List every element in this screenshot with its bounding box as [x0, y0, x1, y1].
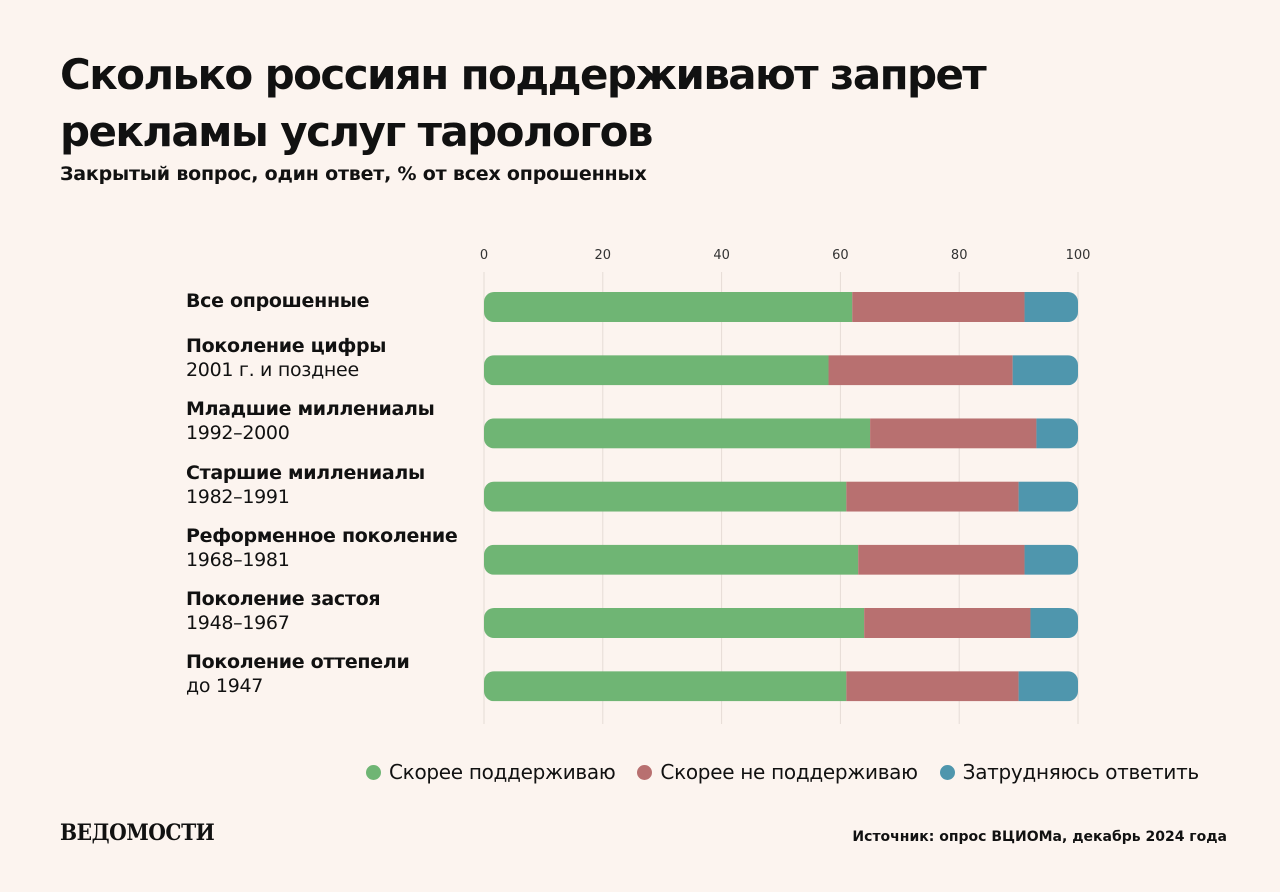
- bar-segment-hard-to-say: [1018, 481, 1078, 512]
- row-label: Все опрошенные: [186, 289, 476, 313]
- chart-subtitle: Закрытый вопрос, один ответ, % от всех о…: [60, 163, 647, 185]
- source-note: Источник: опрос ВЦИОМа, декабрь 2024 год…: [852, 829, 1227, 845]
- legend-dot-icon: [637, 764, 653, 780]
- x-tick-label: 100: [1066, 248, 1091, 263]
- row-label-sub: 1982–1991: [186, 485, 290, 508]
- bar-segment-not-support: [852, 292, 1025, 322]
- bar-segment-hard-to-say: [1018, 671, 1078, 702]
- bar-segment-support: [484, 355, 829, 386]
- bar-segment-support: [484, 292, 853, 322]
- row-label-main: Младшие миллениалы: [186, 398, 435, 421]
- chart-legend: Скорее поддерживаю Скорее не поддерживаю З…: [366, 760, 1199, 784]
- bar-segment-support: [484, 544, 859, 575]
- x-tick-label: 40: [713, 248, 730, 263]
- bar-row: [484, 608, 1078, 638]
- row-label-sub: до 1947: [186, 675, 264, 698]
- bar-segment-support: [484, 671, 847, 702]
- legend-item-hard-to-say: Затрудняюсь ответить: [939, 760, 1200, 784]
- legend-dot-icon: [939, 764, 955, 780]
- legend-item-not-support: Скорее не поддерживаю: [637, 760, 918, 784]
- bar-segment-hard-to-say: [1024, 544, 1078, 575]
- row-label-main: Все опрошенные: [186, 290, 370, 312]
- legend-label: Затрудняюсь ответить: [962, 760, 1200, 784]
- bar-segment-hard-to-say: [1012, 355, 1078, 386]
- row-label: Поколение застоя 1948–1967: [186, 587, 476, 635]
- bar-segment-not-support: [870, 418, 1037, 449]
- bar-segment-not-support: [858, 544, 1025, 575]
- row-label-sub: 2001 г. и позднее: [186, 359, 359, 382]
- row-label-main: Поколение оттепели: [186, 651, 410, 674]
- bar-segment-hard-to-say: [1030, 608, 1078, 638]
- legend-item-support: Скорее поддерживаю: [366, 760, 616, 784]
- row-label-main: Поколение цифры: [186, 335, 387, 358]
- legend-label: Скорее поддерживаю: [389, 760, 616, 784]
- vedomosti-logo: ВЕДОМОСТИ: [60, 820, 215, 846]
- chart-title: Сколько россиян поддерживают запрет рекл…: [60, 50, 987, 156]
- x-tick-label: 60: [832, 248, 849, 263]
- bar-segment-support: [484, 418, 871, 449]
- bar-row: [484, 544, 1078, 575]
- row-label-main: Реформенное поколение: [186, 524, 458, 547]
- bar-row: [484, 292, 1078, 322]
- x-tick-label: 80: [951, 248, 968, 263]
- bar-row: [484, 355, 1078, 386]
- bar-segment-support: [484, 481, 847, 512]
- row-label: Старшие миллениалы 1982–1991: [186, 461, 476, 509]
- row-label-sub: 1992–2000: [186, 422, 290, 445]
- stacked-bar-chart: 0 20 40 60 80 100: [480, 248, 1091, 724]
- row-label: Поколение цифры 2001 г. и позднее: [186, 334, 476, 382]
- bar-segment-not-support: [864, 608, 1031, 638]
- row-label: Реформенное поколение 1968–1981: [186, 524, 476, 572]
- row-label: Поколение оттепели до 1947: [186, 650, 476, 698]
- x-tick-label: 20: [595, 248, 612, 263]
- row-label: Младшие миллениалы 1992–2000: [186, 397, 476, 445]
- bar-segment-support: [484, 608, 865, 638]
- row-label-main: Поколение застоя: [186, 588, 381, 610]
- row-label-main: Старшие миллениалы: [186, 461, 425, 484]
- bar-segment-not-support: [846, 481, 1019, 512]
- bar-segment-not-support: [828, 355, 1013, 386]
- row-label-sub: 1968–1981: [186, 548, 290, 571]
- row-label-sub: 1948–1967: [186, 612, 290, 634]
- bar-segment-hard-to-say: [1036, 418, 1078, 449]
- legend-label: Скорее не поддерживаю: [660, 760, 918, 784]
- bar-row: [484, 418, 1078, 449]
- bar-row: [484, 481, 1078, 512]
- bar-row: [484, 671, 1078, 702]
- bar-segment-hard-to-say: [1024, 292, 1078, 322]
- x-tick-label: 0: [480, 248, 488, 263]
- bar-segment-not-support: [846, 671, 1019, 702]
- legend-dot-icon: [366, 764, 381, 780]
